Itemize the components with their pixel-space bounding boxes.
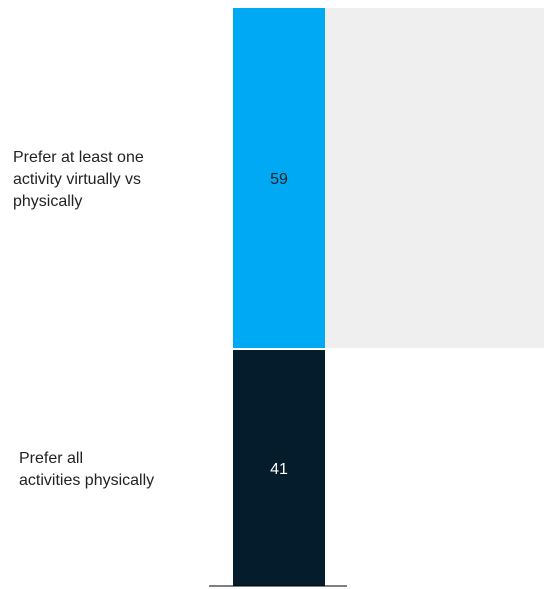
highlight-band	[325, 8, 544, 349]
category-labels: Prefer at least one activity virtually vs…	[13, 149, 154, 489]
value-label-1: 59	[270, 171, 288, 188]
category-label-line: activity virtually vs	[13, 171, 141, 188]
category-label-line: activities physically	[19, 472, 154, 489]
value-label-2: 41	[270, 461, 288, 478]
category-label-2: Prefer all activities physically	[19, 450, 154, 489]
bar-segment-1	[233, 8, 325, 349]
bar-segments: 59 41	[233, 8, 325, 586]
category-label-line: Prefer all	[19, 450, 83, 467]
category-label-1: Prefer at least one activity virtually vs…	[13, 149, 144, 210]
category-label-line: physically	[13, 193, 82, 210]
category-label-line: Prefer at least one	[13, 149, 144, 166]
bar-segment-2	[233, 350, 325, 586]
